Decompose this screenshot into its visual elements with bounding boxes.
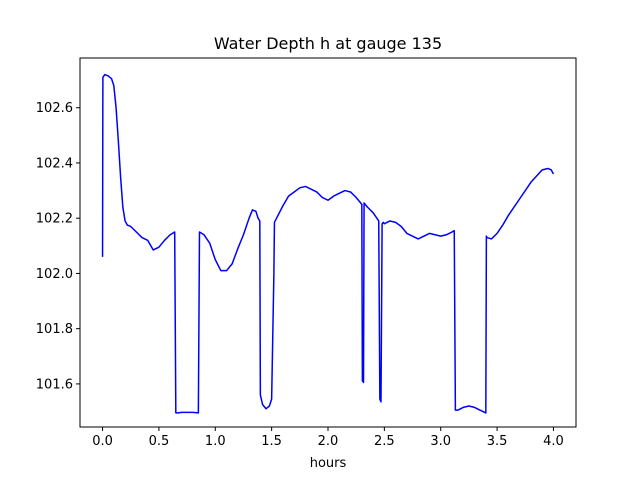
x-tick-label: 3.0 xyxy=(430,434,451,449)
x-tick-label: 0.0 xyxy=(92,434,113,449)
x-tick-label: 4.0 xyxy=(543,434,564,449)
x-tick-label: 1.0 xyxy=(205,434,226,449)
x-axis-label: hours xyxy=(310,456,347,471)
x-tick-label: 2.5 xyxy=(374,434,395,449)
series-line-1 xyxy=(101,73,555,414)
y-tick-label: 102.6 xyxy=(36,101,73,116)
chart-title: Water Depth h at gauge 135 xyxy=(214,34,442,53)
x-tick-label: 3.5 xyxy=(487,434,508,449)
y-tick-label: 101.8 xyxy=(36,322,73,337)
y-tick-label: 101.6 xyxy=(36,377,73,392)
y-tick-label: 102.0 xyxy=(36,267,73,282)
y-tick-label: 102.4 xyxy=(36,156,73,171)
x-tick-label: 1.5 xyxy=(261,434,282,449)
y-tick-label: 102.2 xyxy=(36,212,73,227)
x-tick-label: 2.0 xyxy=(318,434,339,449)
x-tick-label: 0.5 xyxy=(149,434,170,449)
plot-area: 0.0 0.5 1.0 1.5 2.0 2.5 3.0 3.5 4.0 101.6 101.8 102… xyxy=(36,57,577,449)
